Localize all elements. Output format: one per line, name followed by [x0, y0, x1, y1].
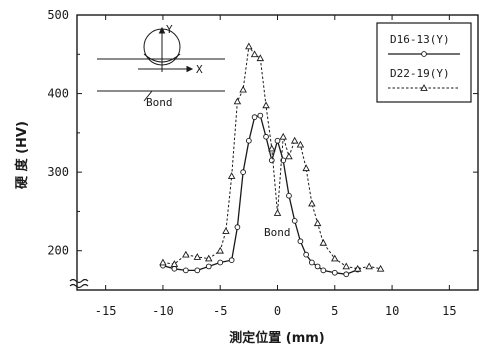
- series-2-point: [279, 132, 287, 140]
- series-2-point: [268, 144, 276, 152]
- series-1-point: [228, 257, 235, 263]
- series-1-point: [320, 267, 327, 274]
- series-1-point: [234, 224, 241, 230]
- series-2-point: [193, 253, 202, 260]
- series-2-point: [376, 264, 385, 272]
- inset-x-label: X: [196, 63, 203, 76]
- series-2-point: [227, 172, 236, 179]
- series-1-point: [274, 137, 281, 144]
- x-axis-title: 測定位置 (mm): [229, 330, 325, 346]
- x-tick-label: -15: [95, 304, 117, 318]
- series-2-point: [222, 227, 230, 234]
- series-2-point: [290, 136, 299, 144]
- inset-bond-label: Bond: [146, 96, 173, 109]
- legend-label-series-1: D16-13(Y): [390, 33, 450, 46]
- series-1-point: [309, 259, 315, 266]
- series-2-point: [308, 199, 316, 207]
- series-2-point: [250, 50, 259, 58]
- legend-marker-sample: [421, 51, 427, 57]
- series-2-point: [342, 262, 351, 270]
- legend: D16-13(Y) D22-19(Y): [376, 22, 472, 103]
- series-1-point: [297, 238, 304, 245]
- legend-sample-series-1: [388, 51, 460, 57]
- series-2-point: [353, 264, 362, 272]
- y-tick-label: 200: [47, 244, 69, 258]
- y-tick-label: 500: [47, 8, 69, 22]
- series-1-point: [291, 218, 298, 224]
- series-1-point: [331, 269, 338, 276]
- series-2-point: [302, 164, 310, 172]
- series-1-point: [182, 267, 189, 274]
- inset-x-arrow-icon: [186, 65, 194, 73]
- inset-y-arrow-icon: [158, 26, 166, 34]
- series-2-point: [262, 101, 270, 109]
- series-2-point: [216, 246, 224, 254]
- series-layer: [159, 42, 385, 278]
- inset-y-label: Y: [166, 23, 173, 36]
- series-1-point: [314, 263, 321, 270]
- series-1-point: [205, 263, 212, 270]
- series-2: [159, 42, 385, 272]
- series-1-point: [343, 271, 350, 278]
- series-2-point: [313, 219, 322, 227]
- series-2-point: [285, 152, 293, 160]
- x-axis-ticks: -15 -10 -5 0 5 10 15: [95, 15, 457, 318]
- series-2-point: [319, 238, 328, 246]
- x-tick-label: 10: [385, 304, 399, 318]
- inset-diagram: [97, 26, 225, 102]
- series-2-point: [273, 209, 282, 216]
- series-1-point: [171, 265, 178, 272]
- inset-bond-leader: [143, 90, 153, 102]
- series-2-point: [182, 250, 190, 258]
- x-tick-label: 5: [331, 304, 338, 318]
- series-1-line: [162, 114, 358, 275]
- series-1-point: [303, 251, 309, 258]
- legend-marker-sample: [420, 84, 428, 91]
- x-tick-label: 15: [442, 304, 456, 318]
- axis-break-mark: [69, 278, 89, 289]
- series-2-point: [239, 85, 247, 93]
- series-1-point: [263, 133, 269, 140]
- y-axis-title: 硬 度 (HV): [14, 121, 30, 189]
- series-2-point: [331, 254, 339, 262]
- series-1-point: [217, 259, 224, 266]
- x-tick-label: -5: [213, 304, 227, 318]
- series-2-point: [204, 254, 213, 262]
- series-1-point: [257, 112, 264, 119]
- y-tick-label: 400: [47, 87, 69, 101]
- x-tick-label: -10: [152, 304, 174, 318]
- legend-sample-series-2: [388, 84, 460, 91]
- series-1-point: [286, 192, 292, 199]
- legend-label-series-2: D22-19(Y): [390, 67, 450, 80]
- series-2-point: [245, 42, 253, 50]
- series-1-point: [251, 114, 258, 120]
- y-axis-ticks: 200 300 400 500: [47, 8, 478, 291]
- series-2-point: [296, 140, 305, 148]
- series-2-point: [233, 97, 242, 105]
- series-2-point: [365, 262, 373, 270]
- series-2-point: [170, 260, 179, 267]
- y-tick-label: 300: [47, 165, 69, 179]
- series-1-point: [246, 137, 252, 144]
- series-2-point: [256, 54, 265, 62]
- bond-annotation: Bond: [264, 226, 291, 239]
- series-1-point: [240, 169, 246, 175]
- series-2-point: [159, 258, 167, 266]
- series-1-point: [194, 267, 201, 274]
- x-tick-label: 0: [274, 304, 281, 318]
